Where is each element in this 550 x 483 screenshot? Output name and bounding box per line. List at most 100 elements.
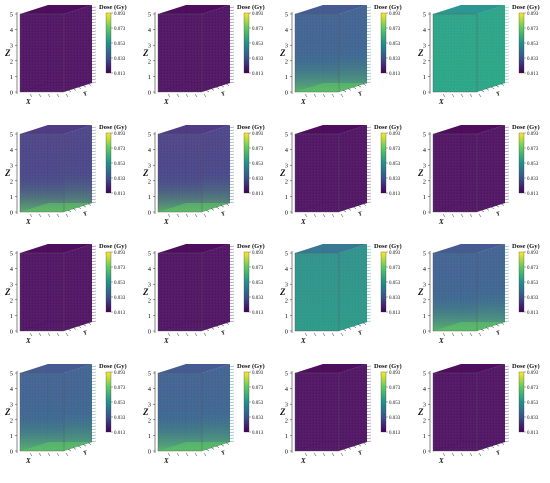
slice-streak [502,51,509,54]
dose-hotspot-floor [20,202,92,212]
slice-streak [364,144,372,146]
y-tick-mark [225,322,229,325]
dose-panel-7: 0 1 2 3 4 5 Z X Y Dose (Gy) 0.093 0.073 0.053 0.033 0.… [275,120,412,239]
slice-streak [89,395,97,397]
z-tick-label: 4 [422,27,426,34]
y-tick-mark [205,328,209,332]
z-tick-label: 3 [147,282,150,289]
x-tick-mark [469,93,472,98]
slice-streak [89,290,97,293]
x-tick-mark [313,332,317,337]
slice-streak [227,311,234,314]
slice-streak [364,293,372,296]
slice-streak [364,66,372,69]
slice-streak [89,198,97,200]
dose-overlay-front [432,253,477,331]
colorbar-tick-label: 0.073 [389,27,401,32]
y-tick-mark [215,206,219,209]
z-tick-label: 5 [422,131,425,138]
slice-streak [227,165,234,167]
y-tick-mark [480,209,484,212]
slice-streak [502,281,509,284]
slice-streak [227,186,234,188]
z-tick-label: 3 [285,43,288,50]
slice-streak [502,245,509,248]
slice-streak [502,293,509,296]
voxel-face-top [432,363,505,373]
z-tick-label: 1 [147,432,150,439]
z-axis-label: Z [417,407,424,417]
y-tick-mark [82,443,87,446]
slice-streak [227,183,234,185]
z-tick-label: 0 [10,329,13,336]
z-axis-label: Z [4,407,11,417]
y-tick-mark [490,206,494,209]
slice-streak [227,9,234,12]
colorbar-tick-label: 0.093 [527,12,539,17]
x-tick-mark [442,213,445,217]
slice-streak [364,320,372,323]
slice-streak [89,428,97,430]
x-tick-mark [478,332,481,337]
slice-streak [364,248,372,251]
colorbar-tick-label: 0.033 [252,416,264,421]
x-tick-mark [56,452,60,456]
z-tick-label: 5 [147,370,150,377]
z-tick-label: 1 [285,193,288,200]
slice-streak [364,314,372,317]
slice-streak [89,138,97,140]
y-tick-mark [210,88,214,91]
z-axis-label: Z [279,287,286,297]
dose-overlay-side [64,363,92,451]
colorbar-title: Dose (Gy) [99,4,127,11]
slice-streak [502,174,509,176]
y-tick-mark [210,446,214,450]
slice-streak [502,60,509,63]
y-tick-mark [205,448,209,451]
x-tick-mark [322,332,326,337]
x-tick-mark [313,93,317,98]
x-axis-label: X [438,337,444,345]
y-tick-mark [67,328,72,332]
slice-streak [227,434,234,436]
slice-streak [502,404,509,406]
slice-streak [89,15,97,18]
slice-streak [502,419,509,421]
x-axis-label: X [300,457,306,465]
x-axis-label: X [163,337,169,345]
x-tick-mark [469,332,472,337]
slice-streak [227,305,234,308]
slice-streak [89,410,97,412]
slice-streak [364,272,372,275]
y-tick-mark [87,202,92,206]
slice-streak [89,407,97,409]
slice-streak [227,302,234,305]
z-tick-label: 2 [285,178,288,185]
dose-hotspot-floor [157,202,230,212]
cube-edge [432,13,477,93]
slice-streak [502,314,509,317]
slice-streak [502,57,509,60]
slice-streak [89,129,97,131]
slice-streak [89,57,97,60]
slice-streak [364,380,372,382]
y-axis-label: Y [220,210,227,217]
colorbar-tick-label: 0.053 [389,162,401,167]
slice-streak [227,392,234,394]
z-tick-label: 2 [422,417,425,424]
slice-streak [89,132,97,134]
slice-streak [227,395,234,397]
x-tick-mark [176,332,179,337]
z-tick-label: 5 [10,251,13,258]
slice-streak [89,144,97,146]
y-tick-mark [347,446,352,450]
slice-streak [227,407,234,409]
slice-streak [89,386,97,388]
z-tick-label: 1 [147,313,150,320]
slice-streak [227,174,234,176]
y-tick-mark [362,441,367,445]
colorbar-title: Dose (Gy) [237,363,265,370]
slice-streak [227,386,234,388]
y-tick-mark [362,202,367,206]
slice-streak [227,317,234,320]
